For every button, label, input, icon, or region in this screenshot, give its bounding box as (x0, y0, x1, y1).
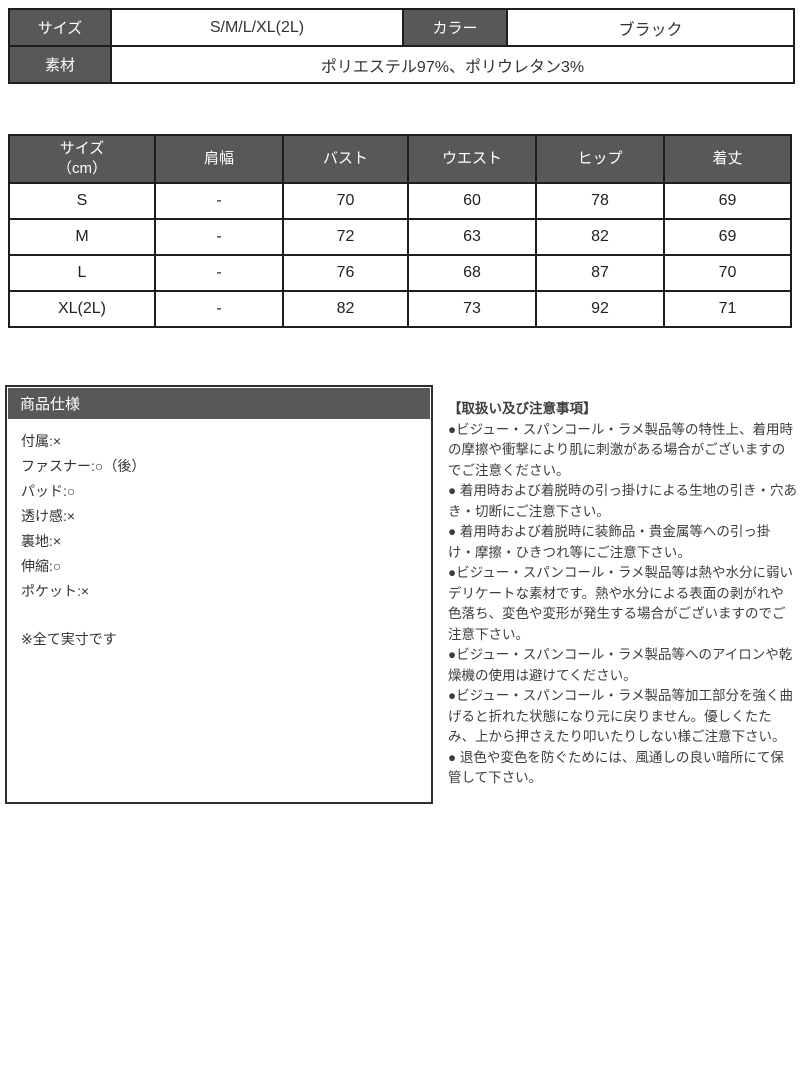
product-spec-list: 付属:× ファスナー:○（後） パッド:○ 透け感:× 裏地:× 伸縮:○ ポケ… (7, 429, 431, 604)
cell: 70 (663, 254, 792, 292)
list-item: 透け感:× (21, 508, 76, 524)
row-label: S (8, 182, 156, 220)
list-item: ポケット:× (21, 583, 90, 599)
header-size-cm: サイズ （cm） (8, 134, 156, 184)
row-label: L (8, 254, 156, 292)
cell: 72 (282, 218, 409, 256)
spec-summary-table: サイズ S/M/L/XL(2L) カラー ブラック 素材 ポリエステル97%、ポ… (8, 8, 795, 84)
actual-measurement-note: ※全て実寸です (21, 631, 117, 647)
cell: 68 (407, 254, 537, 292)
size-value-cell: S/M/L/XL(2L) (110, 8, 404, 47)
row-label: M (8, 218, 156, 256)
cell: - (154, 254, 284, 292)
size-label-cell: サイズ (8, 8, 112, 47)
header-shoulder: 肩幅 (154, 134, 284, 184)
header-hip: ヒップ (535, 134, 665, 184)
table-row-s: S - 70 60 78 69 (8, 182, 792, 220)
list-item: ファスナー:○（後） (21, 458, 146, 474)
cell: - (154, 218, 284, 256)
product-spec-title: 商品仕様 (8, 388, 430, 419)
size-chart-header-row: サイズ （cm） 肩幅 バスト ウエスト ヒップ 着丈 (8, 134, 792, 184)
material-value-cell: ポリエステル97%、ポリウレタン3% (110, 45, 795, 84)
table-row-m: M - 72 63 82 69 (8, 218, 792, 256)
cell: 78 (535, 182, 665, 220)
header-waist: ウエスト (407, 134, 537, 184)
row-label: XL(2L) (8, 290, 156, 328)
header-size-line2: （cm） (57, 160, 107, 177)
list-item: パッド:○ (21, 483, 76, 499)
cell: 87 (535, 254, 665, 292)
cell: 60 (407, 182, 537, 220)
list-item: 付属:× (21, 433, 62, 449)
material-label-cell: 素材 (8, 45, 112, 84)
table-row-l: L - 76 68 87 70 (8, 254, 792, 292)
care-note-item: ●ビジュー・スパンコール・ラメ製品等は熱や水分に弱いデリケートな素材です。熱や水… (448, 565, 793, 642)
color-label-cell: カラー (402, 8, 508, 47)
header-bust: バスト (282, 134, 409, 184)
header-length: 着丈 (663, 134, 792, 184)
table-row-xl: XL(2L) - 82 73 92 71 (8, 290, 792, 328)
cell: 63 (407, 218, 537, 256)
color-value-cell: ブラック (506, 8, 795, 47)
size-chart-table: サイズ （cm） 肩幅 バスト ウエスト ヒップ 着丈 S - 70 60 78… (8, 134, 792, 328)
product-spec-box: 商品仕様 付属:× ファスナー:○（後） パッド:○ 透け感:× 裏地:× 伸縮… (5, 385, 433, 804)
cell: 71 (663, 290, 792, 328)
care-note-item: ● 退色や変色を防ぐためには、風通しの良い暗所にて保管して下さい。 (448, 749, 784, 786)
care-note-item: ● 着用時および着脱時の引っ掛けによる生地の引き・穴あき・切断にご注意下さい。 (448, 483, 797, 519)
care-note-item: ●ビジュー・スパンコール・ラメ製品等の特性上、着用時の摩擦や衝撃により肌に刺激が… (448, 421, 793, 478)
care-notes: 【取扱い及び注意事項】 ●ビジュー・スパンコール・ラメ製品等の特性上、着用時の摩… (448, 399, 797, 789)
cell: 69 (663, 218, 792, 256)
cell: 73 (407, 290, 537, 328)
cell: 82 (282, 290, 409, 328)
cell: 92 (535, 290, 665, 328)
care-note-item: ●ビジュー・スパンコール・ラメ製品等加工部分を強く曲げると折れた状態になり元に戻… (448, 688, 793, 744)
cell: 82 (535, 218, 665, 256)
cell: 69 (663, 182, 792, 220)
header-size-line1: サイズ (59, 139, 105, 157)
care-note-item: ● 着用時および着脱時に装飾品・貴金属等への引っ掛け・摩擦・ひきつれ等にご注意下… (448, 524, 771, 560)
cell: - (154, 182, 284, 220)
cell: 76 (282, 254, 409, 292)
cell: - (154, 290, 284, 328)
list-item: 裏地:× (21, 533, 62, 549)
care-note-item: ●ビジュー・スパンコール・ラメ製品等へのアイロンや乾燥機の使用は避けてください。 (448, 647, 793, 683)
list-item: 伸縮:○ (21, 558, 62, 574)
care-notes-title: 【取扱い及び注意事項】 (448, 401, 597, 416)
cell: 70 (282, 182, 409, 220)
